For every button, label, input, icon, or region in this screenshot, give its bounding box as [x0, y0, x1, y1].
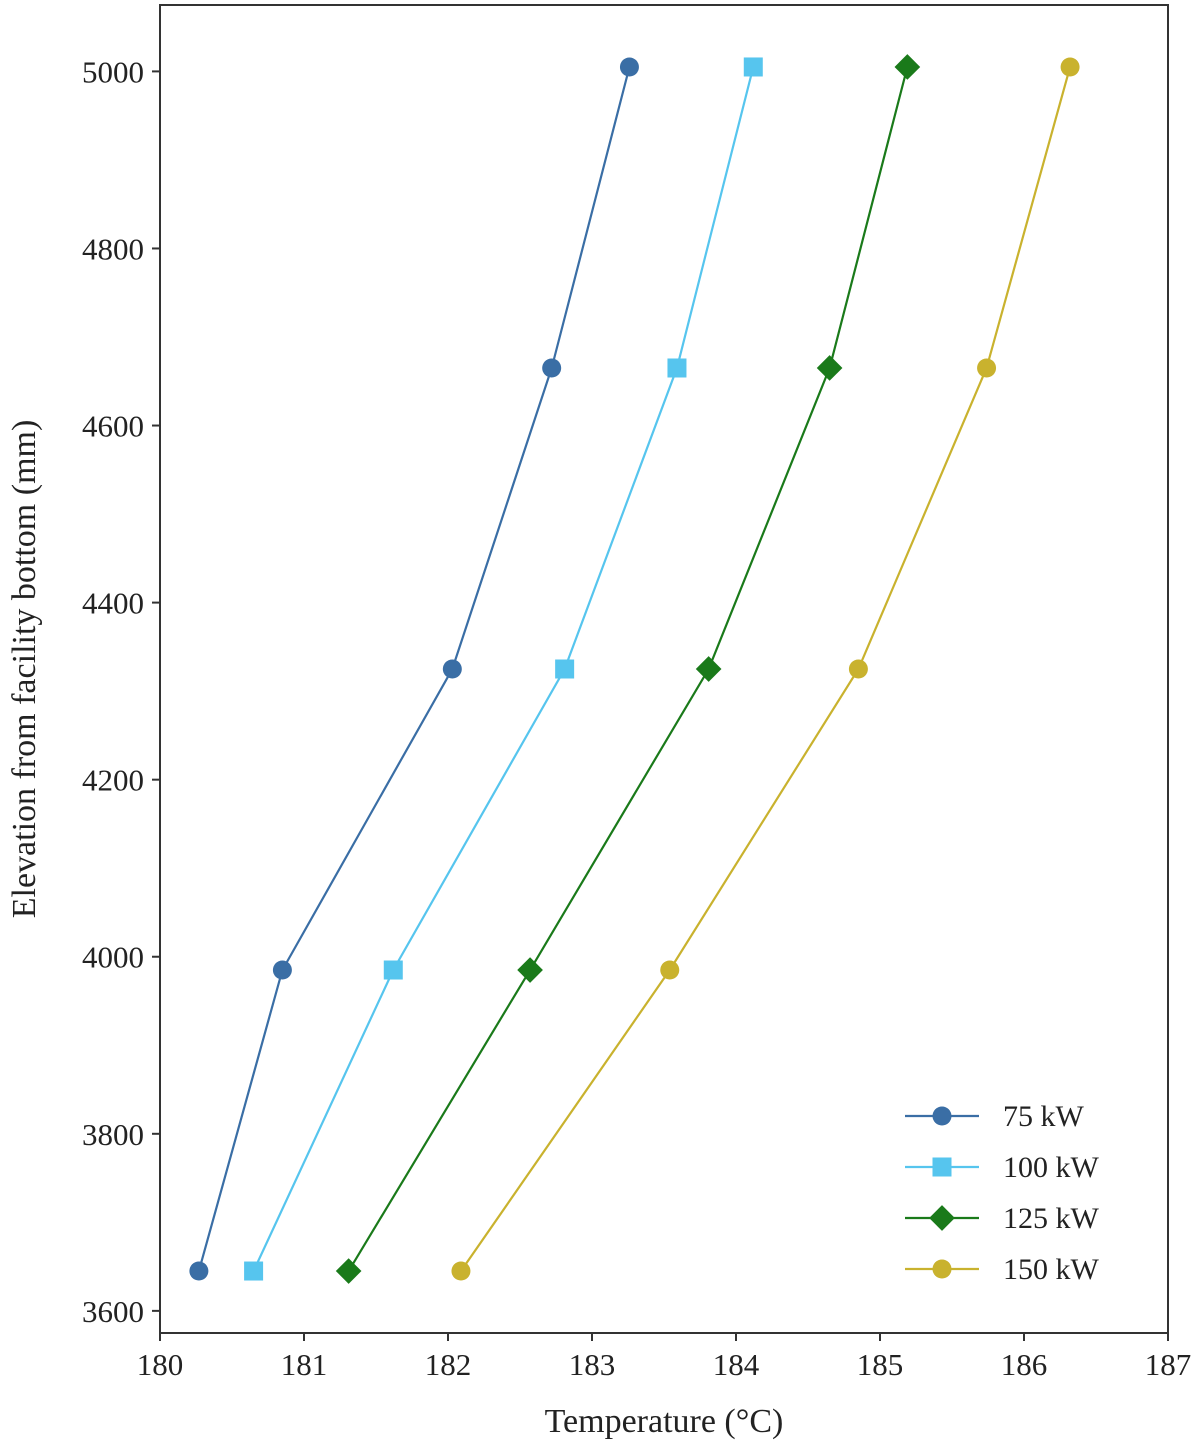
y-tick-label: 4400 — [82, 586, 144, 621]
data-point — [743, 57, 763, 77]
x-tick-label: 180 — [137, 1347, 184, 1382]
x-tick-label: 181 — [281, 1347, 328, 1382]
legend-marker — [932, 1259, 952, 1279]
x-tick-label: 185 — [857, 1347, 904, 1382]
y-tick-label: 4000 — [82, 940, 144, 975]
plot-area — [159, 4, 1169, 1334]
data-point — [1060, 57, 1080, 77]
data-point — [244, 1261, 264, 1281]
y-axis-title: Elevation from facility bottom (mm) — [6, 420, 43, 919]
data-point — [816, 355, 843, 381]
series-100-kw — [244, 57, 763, 1281]
x-axis-title: Temperature (°C) — [545, 1403, 784, 1440]
y-tick-label: 4200 — [82, 763, 144, 798]
legend-marker — [932, 1157, 952, 1177]
data-point — [894, 54, 921, 80]
y-tick-label: 3800 — [82, 1117, 144, 1152]
data-point — [189, 1261, 209, 1281]
legend-item: 75 kW — [905, 1100, 1085, 1133]
x-tick-label: 182 — [425, 1347, 472, 1382]
x-axis: 180 181 182 183 184 185 186 187 — [137, 1333, 1192, 1382]
data-point — [660, 960, 680, 980]
data-point — [695, 656, 722, 682]
data-point — [555, 659, 575, 679]
y-tick-label: 3600 — [82, 1294, 144, 1329]
y-tick-label: 4800 — [82, 231, 144, 266]
data-point — [977, 358, 997, 378]
y-tick-label: 5000 — [82, 54, 144, 89]
data-point — [848, 659, 868, 679]
data-point — [451, 1261, 471, 1281]
data-point — [335, 1258, 362, 1284]
legend-item: 100 kW — [905, 1151, 1100, 1184]
x-tick-label: 184 — [713, 1347, 760, 1382]
series-75-kw — [189, 57, 639, 1281]
data-point — [667, 358, 687, 378]
legend-item: 150 kW — [905, 1253, 1100, 1286]
x-tick-label: 183 — [569, 1347, 616, 1382]
y-tick-label: 4600 — [82, 409, 144, 444]
data-point — [272, 960, 292, 980]
series-150-kw — [451, 57, 1080, 1281]
data-point — [619, 57, 639, 77]
series-layer — [189, 54, 1080, 1284]
legend-marker — [932, 1106, 952, 1126]
data-point — [542, 358, 562, 378]
legend-marker — [929, 1205, 955, 1231]
legend-label: 100 kW — [1003, 1151, 1100, 1184]
legend-label: 150 kW — [1003, 1253, 1100, 1286]
series-125-kw — [335, 54, 921, 1284]
legend-label: 125 kW — [1003, 1202, 1100, 1235]
data-point — [383, 960, 403, 980]
x-tick-label: 186 — [1001, 1347, 1048, 1382]
legend-label: 75 kW — [1003, 1100, 1085, 1133]
data-point — [517, 957, 543, 983]
legend: 75 kW 100 kW 125 kW 150 kW — [905, 1100, 1100, 1286]
y-axis: 3600 3800 4000 4200 4400 4600 4800 5000 — [82, 54, 160, 1329]
x-tick-label: 187 — [1145, 1347, 1192, 1382]
data-point — [442, 659, 462, 679]
legend-item: 125 kW — [905, 1202, 1100, 1235]
